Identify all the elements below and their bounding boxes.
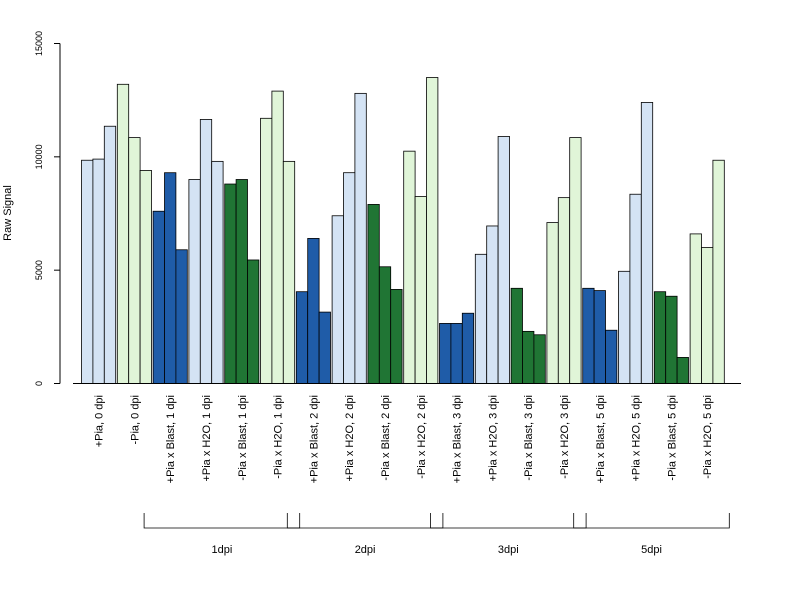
category-label: +Pia x H2O, 3 dpi bbox=[487, 395, 499, 482]
bar bbox=[546, 222, 559, 384]
bar bbox=[618, 270, 631, 384]
bar bbox=[318, 311, 331, 384]
bar bbox=[367, 204, 380, 384]
category-label: +Pia, 0 dpi bbox=[94, 395, 106, 447]
group-label: 2dpi bbox=[355, 544, 376, 556]
y-tick-label: 15000 bbox=[34, 31, 44, 56]
bar bbox=[414, 196, 427, 384]
bar bbox=[282, 160, 296, 384]
bar bbox=[152, 210, 165, 384]
y-tick-label: 10000 bbox=[34, 144, 44, 169]
y-axis: 0 5000 10000 15000 bbox=[34, 31, 61, 386]
bar bbox=[188, 179, 201, 384]
bar bbox=[247, 259, 260, 384]
bar bbox=[629, 193, 642, 384]
bar bbox=[164, 172, 177, 384]
bar bbox=[378, 266, 392, 384]
bar bbox=[665, 295, 678, 384]
bar bbox=[557, 197, 571, 384]
bar bbox=[271, 90, 284, 384]
y-tick-label: 5000 bbox=[34, 260, 44, 280]
group-label: 5dpi bbox=[641, 544, 662, 556]
category-label: +Pia x H2O, 2 dpi bbox=[344, 395, 356, 482]
bar bbox=[474, 253, 488, 384]
bar bbox=[653, 291, 667, 384]
bar bbox=[390, 289, 403, 384]
category-label: -Pia x H2O, 5 dpi bbox=[702, 395, 714, 479]
group-label: 1dpi bbox=[212, 544, 233, 556]
bar bbox=[582, 287, 595, 384]
bar bbox=[343, 172, 356, 384]
bar bbox=[235, 179, 248, 384]
category-labels: +Pia, 0 dpi -Pia, 0 dpi +Pia x Blast, 1 dp… bbox=[94, 395, 715, 483]
category-label: +Pia x H2O, 5 dpi bbox=[631, 395, 643, 482]
category-label: +Pia x Blast, 5 dpi bbox=[595, 395, 607, 483]
bar bbox=[103, 125, 117, 384]
bar bbox=[307, 238, 320, 384]
group-bracket bbox=[573, 513, 730, 529]
bar bbox=[139, 170, 152, 384]
category-label: +Pia x Blast, 3 dpi bbox=[452, 395, 464, 483]
bar bbox=[486, 225, 499, 384]
category-label: +Pia x Blast, 1 dpi bbox=[165, 395, 177, 483]
category-label: -Pia x H2O, 2 dpi bbox=[416, 395, 428, 479]
category-label: -Pia x Blast, 3 dpi bbox=[523, 395, 535, 481]
bar bbox=[439, 323, 452, 384]
bar bbox=[224, 183, 237, 384]
category-label: +Pia x H2O, 1 dpi bbox=[201, 395, 213, 482]
bar bbox=[689, 233, 702, 384]
bars bbox=[81, 77, 725, 384]
category-label: -Pia x Blast, 1 dpi bbox=[237, 395, 249, 481]
bar bbox=[676, 357, 689, 384]
bar bbox=[701, 247, 714, 384]
bar bbox=[211, 160, 224, 384]
bar bbox=[569, 137, 582, 384]
bar bbox=[116, 83, 130, 384]
dpi-groups: 1dpi 2dpi 3dpi 5dpi bbox=[143, 513, 730, 556]
bar bbox=[92, 158, 105, 384]
bar bbox=[522, 330, 535, 384]
category-label: -Pia x H2O, 3 dpi bbox=[559, 395, 571, 479]
bar bbox=[510, 287, 523, 384]
bar bbox=[605, 329, 618, 384]
group-label: 3dpi bbox=[498, 544, 519, 556]
y-tick-label: 0 bbox=[34, 381, 44, 386]
bar bbox=[175, 249, 188, 384]
bar bbox=[331, 215, 344, 384]
bar bbox=[450, 323, 463, 384]
bar bbox=[426, 77, 439, 384]
bar bbox=[593, 290, 606, 384]
bar bbox=[403, 150, 416, 384]
bar bbox=[640, 102, 654, 384]
bar bbox=[260, 117, 273, 384]
bar bbox=[295, 291, 309, 384]
bar bbox=[497, 136, 510, 384]
bar bbox=[199, 119, 213, 384]
category-label: +Pia x Blast, 2 dpi bbox=[308, 395, 320, 483]
category-label: -Pia x Blast, 2 dpi bbox=[380, 395, 392, 481]
bar bbox=[712, 159, 725, 384]
bar bbox=[354, 92, 367, 384]
group-bracket bbox=[286, 513, 444, 529]
group-bracket bbox=[143, 513, 301, 529]
bar bbox=[533, 334, 546, 384]
category-label: -Pia x Blast, 5 dpi bbox=[666, 395, 678, 481]
bar bbox=[81, 159, 94, 384]
category-label: -Pia, 0 dpi bbox=[129, 395, 141, 445]
category-label: -Pia x H2O, 1 dpi bbox=[273, 395, 285, 479]
bar bbox=[461, 312, 475, 384]
group-bracket bbox=[430, 513, 587, 529]
y-axis-title: Raw Signal bbox=[2, 185, 14, 241]
bar bbox=[128, 137, 141, 384]
